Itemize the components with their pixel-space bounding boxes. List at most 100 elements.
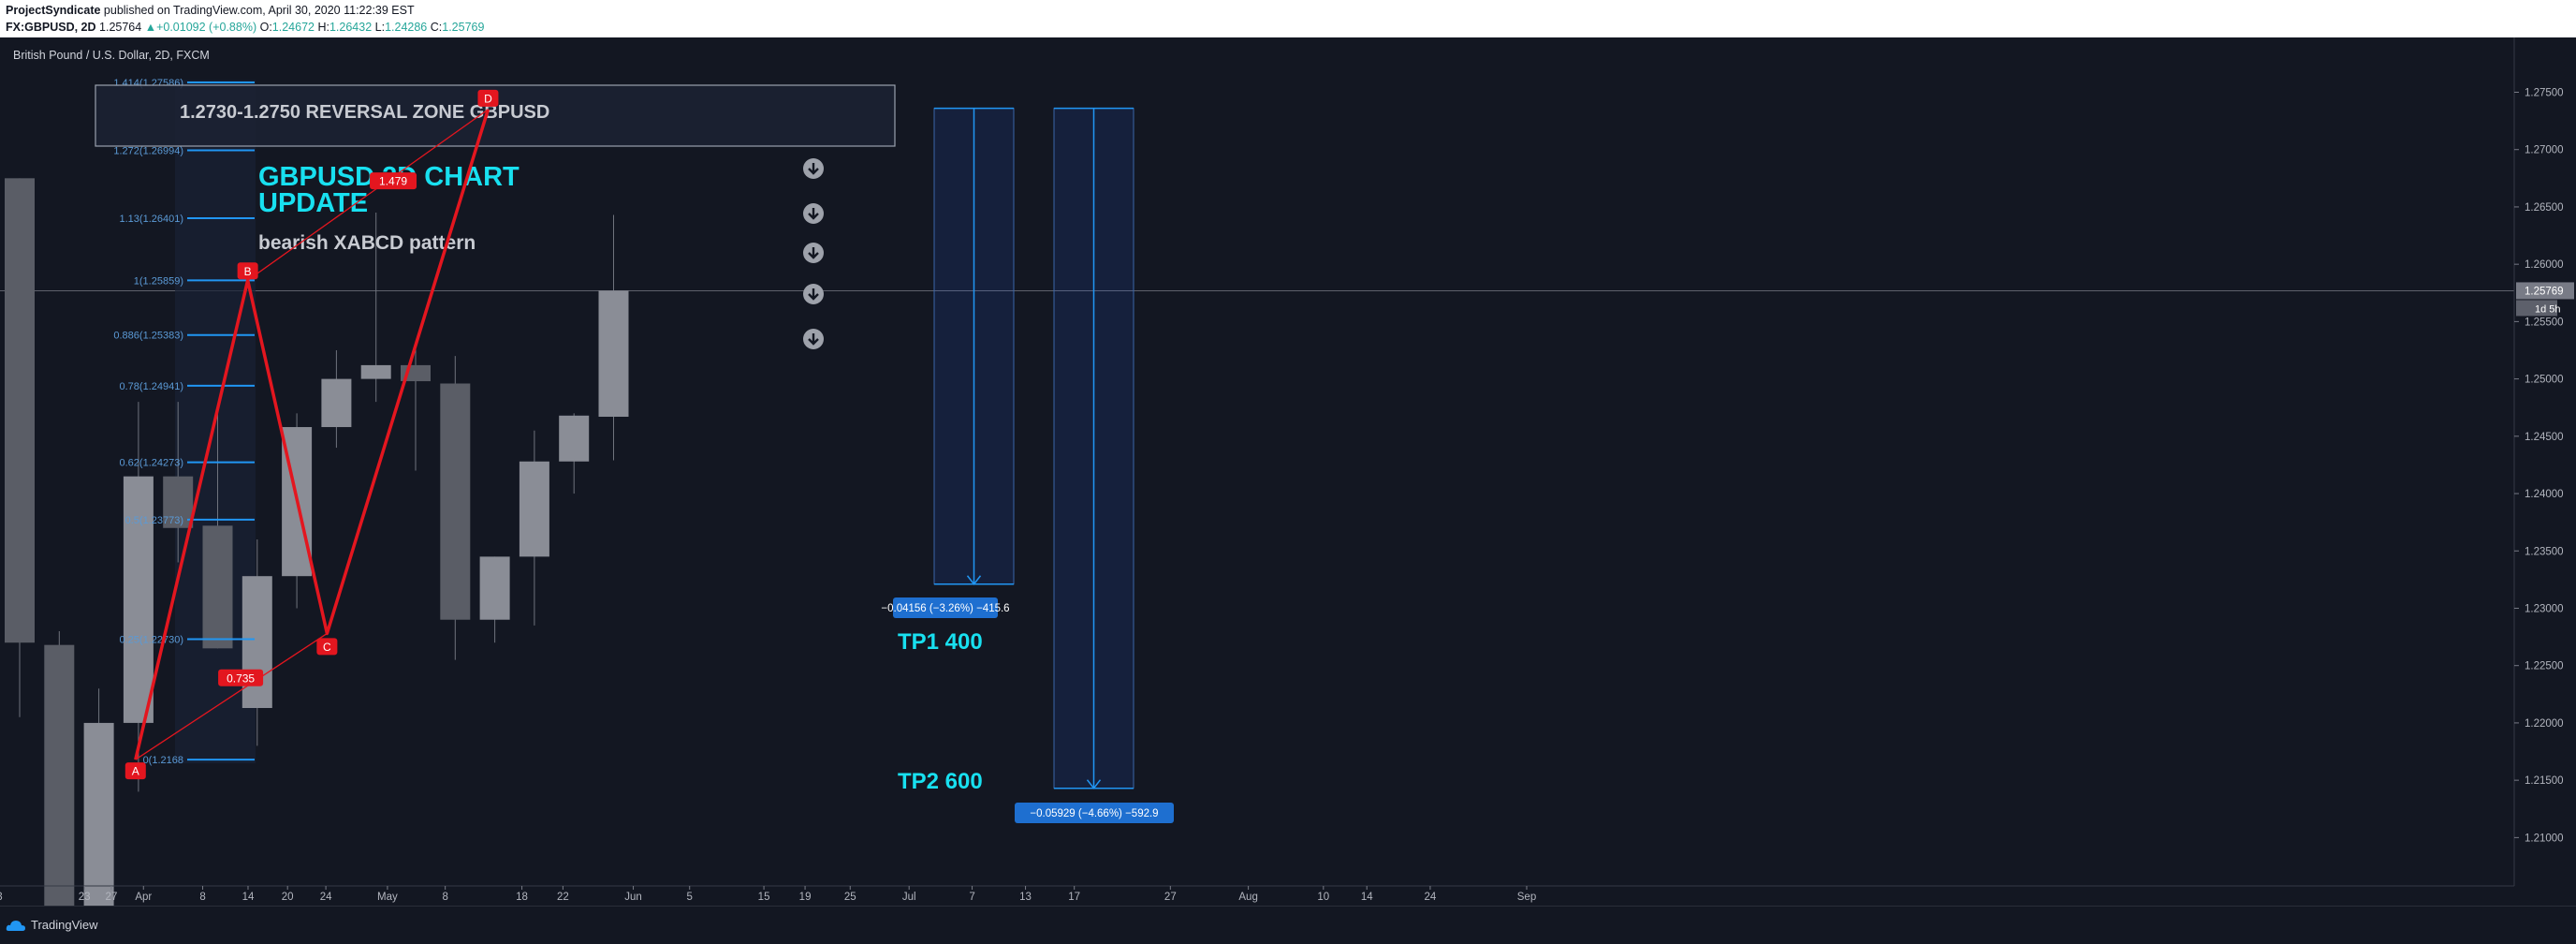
measure-arrow-head xyxy=(1086,779,1102,789)
time-tick-label: 13 xyxy=(1019,892,1032,903)
down-arrow-glyph xyxy=(808,208,819,220)
price-tick-label: 1.25500 xyxy=(2525,317,2564,328)
high-value: 1.26432 xyxy=(329,21,373,34)
candle-body[interactable] xyxy=(519,461,549,557)
candle-body[interactable] xyxy=(360,364,391,379)
close-label: C: xyxy=(430,21,443,34)
last-price: 1.25764 xyxy=(99,21,142,34)
publish-header: ProjectSyndicate published on TradingVie… xyxy=(0,0,2576,37)
pattern-point-d-bg[interactable] xyxy=(477,89,499,107)
price-tick-label: 1.21000 xyxy=(2525,833,2564,844)
measure-label-bg[interactable] xyxy=(893,597,998,618)
ratio-ac-label: 0.735 xyxy=(227,671,255,685)
price-tick-label: 1.23000 xyxy=(2525,603,2564,614)
ratio-bd-label-bg[interactable] xyxy=(370,172,417,190)
time-tick-label: May xyxy=(377,892,398,903)
fib-level-label: 0.25(1.22730) xyxy=(120,635,184,646)
time-tick-label: 19 xyxy=(799,892,812,903)
chart-area[interactable]: 1.414(1.27586) 1.272(1.26994) 1.13(1.26401… xyxy=(0,37,2576,941)
price-tick-label: 1.21500 xyxy=(2525,775,2564,787)
ratio-ac-label-bg[interactable] xyxy=(218,669,264,686)
price-tick-label: 1.24500 xyxy=(2525,432,2564,443)
pattern-subtitle: bearish XABCD pattern xyxy=(258,232,476,254)
ratio-bd-label: 1.479 xyxy=(379,175,407,188)
candle-body[interactable] xyxy=(123,476,154,723)
time-tick-label: 8 xyxy=(199,892,205,903)
tp1-label: TP1 400 xyxy=(898,629,983,655)
time-tick-label: 27 xyxy=(106,892,118,903)
close-value: 1.25769 xyxy=(442,21,485,34)
pattern-ac-line xyxy=(135,632,328,760)
measure-label: −0.04156 (−3.26%) −415.6 xyxy=(881,603,1009,614)
candle-body[interactable] xyxy=(479,556,510,620)
time-tick-label: Jun xyxy=(624,892,642,903)
time-tick-label: 8 xyxy=(442,892,447,903)
measure-arrow-head xyxy=(966,575,982,585)
candle-body[interactable] xyxy=(440,383,471,620)
candle-body[interactable] xyxy=(242,576,272,709)
time-tick-label: 27 xyxy=(1164,892,1177,903)
low-label: L: xyxy=(374,21,386,34)
candle-body[interactable] xyxy=(321,378,352,428)
candle-body[interactable] xyxy=(83,722,114,941)
pattern-point-a-bg[interactable] xyxy=(124,762,146,780)
reversal-zone-label: 1.2730-1.2750 REVERSAL ZONE GBPUSD xyxy=(180,102,549,123)
low-value: 1.24286 xyxy=(385,21,428,34)
published-text: published on TradingView.com, April 30, … xyxy=(100,4,415,17)
time-tick-label: Jul xyxy=(902,892,916,903)
high-label: H: xyxy=(317,21,329,34)
price-axis-bg[interactable] xyxy=(2514,37,2576,906)
time-tick-label: 22 xyxy=(557,892,569,903)
candle-body[interactable] xyxy=(5,178,35,643)
countdown-badge xyxy=(2516,300,2557,317)
candle-body[interactable] xyxy=(44,644,75,941)
time-tick-label: 14 xyxy=(242,892,255,903)
tradingview-cloud-icon xyxy=(6,920,25,931)
pattern-point-c-bg[interactable] xyxy=(316,638,338,656)
time-tick-label: 18 xyxy=(516,892,528,903)
candle-body[interactable] xyxy=(559,415,590,462)
symbol-line: FX:GBPUSD, 2D 1.25764 ▲+0.01092 (+0.88%)… xyxy=(6,21,484,34)
open-label: O: xyxy=(259,21,272,34)
open-value: 1.24672 xyxy=(271,21,315,34)
symbol-title: British Pound / U.S. Dollar, 2D, FXCM xyxy=(13,49,210,62)
price-tick-label: 1.22500 xyxy=(2525,661,2564,672)
time-tick-label: 5 xyxy=(687,892,693,903)
candle-body[interactable] xyxy=(598,290,629,418)
fib-level-label: 0.5(1.23773) xyxy=(125,515,183,526)
price-tick-label: 1.25000 xyxy=(2525,375,2564,386)
time-tick-label: 17 xyxy=(1068,892,1080,903)
pattern-point-b: B xyxy=(244,265,252,278)
fib-level-label: 0.62(1.24273) xyxy=(120,458,184,469)
down-arrow-glyph xyxy=(808,163,819,175)
down-arrow-glyph xyxy=(808,247,819,259)
publisher-name[interactable]: ProjectSyndicate xyxy=(6,4,101,17)
change-up-icon: ▲ xyxy=(144,21,157,34)
measure-label-bg[interactable] xyxy=(1015,803,1174,823)
price-tick-label: 1.23500 xyxy=(2525,546,2564,557)
fib-level-label: 1(1.25859) xyxy=(134,275,183,287)
countdown-badge-label: 1d 5h xyxy=(2535,303,2561,315)
fib-level-label: 0(1.2168 xyxy=(143,755,183,766)
pattern-point-b-bg[interactable] xyxy=(237,262,258,280)
time-tick-label: Apr xyxy=(135,892,152,903)
fib-level-label: 1.13(1.26401) xyxy=(120,214,184,225)
candle-body[interactable] xyxy=(202,525,233,649)
pattern-bd-line xyxy=(247,109,489,281)
price-tick-label: 1.26000 xyxy=(2525,259,2564,271)
fib-level-label: 0.78(1.24941) xyxy=(120,381,184,392)
time-tick-label: 25 xyxy=(844,892,856,903)
time-tick-label: 7 xyxy=(969,892,974,903)
xabcd-pattern-line[interactable] xyxy=(134,109,490,760)
down-arrow-glyph xyxy=(808,288,819,301)
price-tick-label: 1.27000 xyxy=(2525,145,2564,156)
price-tick-label: 1.24000 xyxy=(2525,489,2564,500)
time-tick-label: 13 xyxy=(0,892,3,903)
time-tick-label: Sep xyxy=(1517,892,1536,903)
time-tick-label: Aug xyxy=(1238,892,1257,903)
last-price-badge xyxy=(2516,282,2574,300)
price-chart[interactable]: 1.414(1.27586)1.272(1.26994)1.13(1.26401… xyxy=(0,37,2576,941)
price-tick-label: 1.26500 xyxy=(2525,202,2564,214)
fib-level-label: 1.272(1.26994) xyxy=(113,145,183,156)
tradingview-logo[interactable]: TradingView xyxy=(6,918,98,932)
